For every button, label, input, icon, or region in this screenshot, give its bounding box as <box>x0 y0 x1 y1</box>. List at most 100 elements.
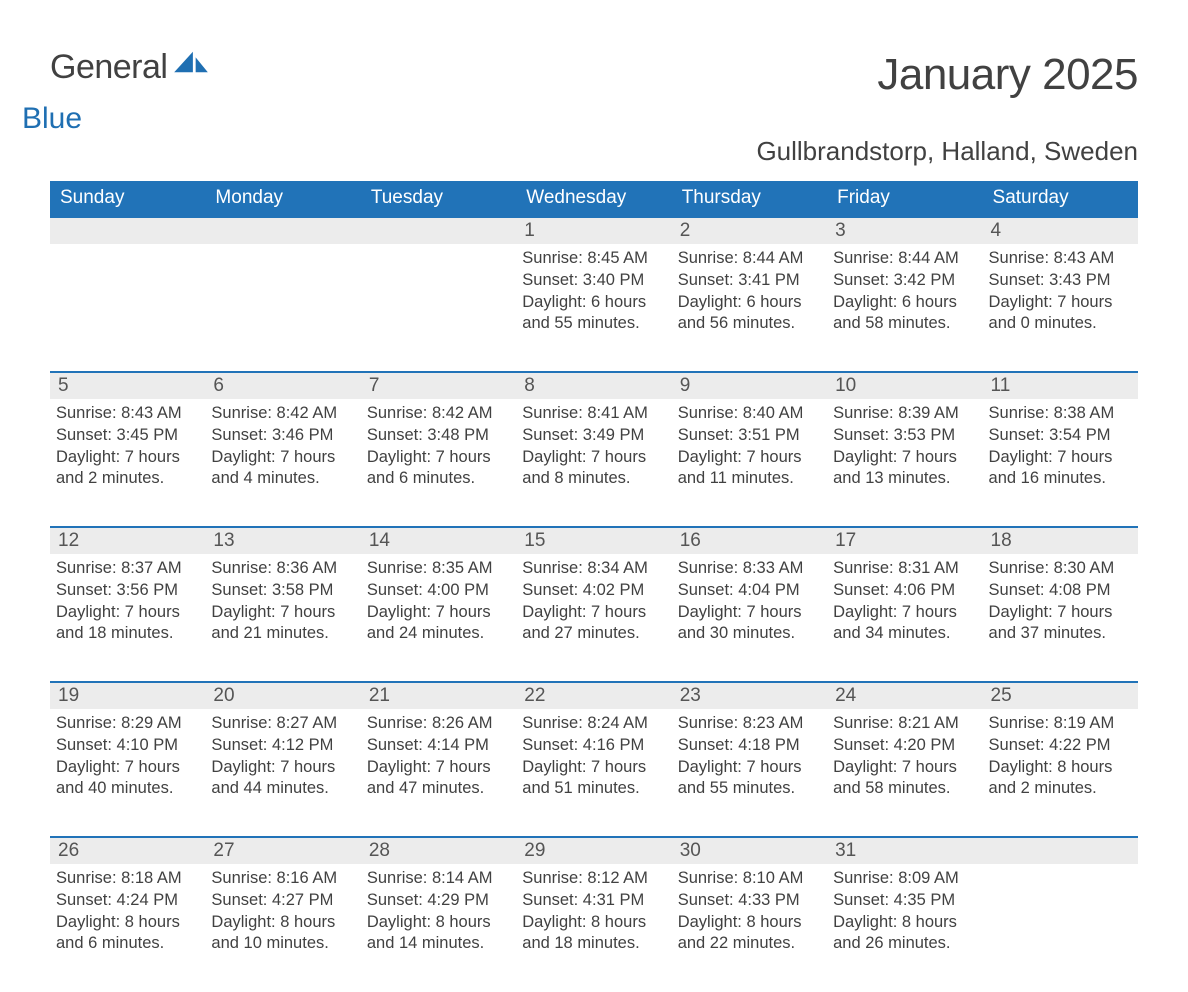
day-content-cell: Sunrise: 8:40 AMSunset: 3:51 PMDaylight:… <box>672 399 827 527</box>
day-content-cell: Sunrise: 8:43 AMSunset: 3:45 PMDaylight:… <box>50 399 205 527</box>
day-sunrise: Sunrise: 8:27 AM <box>211 713 354 735</box>
day-d1: Daylight: 6 hours <box>522 292 665 314</box>
day-sunset: Sunset: 3:56 PM <box>56 580 199 602</box>
day-content-cell: Sunrise: 8:44 AMSunset: 3:41 PMDaylight:… <box>672 244 827 372</box>
content-row: Sunrise: 8:43 AMSunset: 3:45 PMDaylight:… <box>50 399 1138 527</box>
day-number-cell: 29 <box>516 837 671 864</box>
day-d1: Daylight: 7 hours <box>678 757 821 779</box>
day-number-cell: 19 <box>50 682 205 709</box>
logo-blue-text: Blue <box>22 102 82 136</box>
day-number-cell: 21 <box>361 682 516 709</box>
day-number-cell: 12 <box>50 527 205 554</box>
day-content-cell: Sunrise: 8:30 AMSunset: 4:08 PMDaylight:… <box>983 554 1138 682</box>
day-d1: Daylight: 7 hours <box>989 447 1132 469</box>
day-d1: Daylight: 7 hours <box>56 447 199 469</box>
day-d2: and 47 minutes. <box>367 778 510 800</box>
day-d2: and 22 minutes. <box>678 933 821 955</box>
daynum-row: 262728293031 <box>50 837 1138 864</box>
day-sunset: Sunset: 4:18 PM <box>678 735 821 757</box>
day-d1: Daylight: 6 hours <box>678 292 821 314</box>
location-label: Gullbrandstorp, Halland, Sweden <box>50 136 1138 167</box>
day-content-cell: Sunrise: 8:26 AMSunset: 4:14 PMDaylight:… <box>361 709 516 837</box>
day-sunset: Sunset: 4:20 PM <box>833 735 976 757</box>
weekday-header: Monday <box>205 181 360 217</box>
day-content-cell: Sunrise: 8:24 AMSunset: 4:16 PMDaylight:… <box>516 709 671 837</box>
day-sunrise: Sunrise: 8:41 AM <box>522 403 665 425</box>
logo-sail-icon <box>172 48 210 76</box>
day-sunset: Sunset: 3:51 PM <box>678 425 821 447</box>
weekday-header: Sunday <box>50 181 205 217</box>
day-number-cell: 18 <box>983 527 1138 554</box>
day-d2: and 14 minutes. <box>367 933 510 955</box>
day-sunrise: Sunrise: 8:21 AM <box>833 713 976 735</box>
day-d2: and 0 minutes. <box>989 313 1132 335</box>
day-sunrise: Sunrise: 8:10 AM <box>678 868 821 890</box>
day-content-cell <box>983 864 1138 992</box>
day-sunrise: Sunrise: 8:33 AM <box>678 558 821 580</box>
day-sunrise: Sunrise: 8:23 AM <box>678 713 821 735</box>
day-number-cell: 6 <box>205 372 360 399</box>
day-sunset: Sunset: 4:02 PM <box>522 580 665 602</box>
day-number-cell: 2 <box>672 217 827 244</box>
logo-gray-text: General <box>50 48 167 86</box>
day-sunset: Sunset: 3:58 PM <box>211 580 354 602</box>
day-sunrise: Sunrise: 8:24 AM <box>522 713 665 735</box>
day-number-cell: 9 <box>672 372 827 399</box>
day-number-cell: 31 <box>827 837 982 864</box>
day-content-cell: Sunrise: 8:43 AMSunset: 3:43 PMDaylight:… <box>983 244 1138 372</box>
day-d2: and 13 minutes. <box>833 468 976 490</box>
day-d1: Daylight: 7 hours <box>833 447 976 469</box>
day-sunset: Sunset: 3:54 PM <box>989 425 1132 447</box>
day-content-cell: Sunrise: 8:29 AMSunset: 4:10 PMDaylight:… <box>50 709 205 837</box>
day-d2: and 2 minutes. <box>56 468 199 490</box>
day-sunset: Sunset: 4:00 PM <box>367 580 510 602</box>
day-content-cell: Sunrise: 8:45 AMSunset: 3:40 PMDaylight:… <box>516 244 671 372</box>
day-number-cell: 28 <box>361 837 516 864</box>
day-number-cell: 11 <box>983 372 1138 399</box>
day-sunset: Sunset: 4:29 PM <box>367 890 510 912</box>
day-number-cell: 25 <box>983 682 1138 709</box>
day-d1: Daylight: 7 hours <box>56 757 199 779</box>
day-number-cell: 23 <box>672 682 827 709</box>
month-title: January 2025 <box>877 50 1138 100</box>
day-d2: and 58 minutes. <box>833 313 976 335</box>
day-content-cell: Sunrise: 8:38 AMSunset: 3:54 PMDaylight:… <box>983 399 1138 527</box>
weekday-header-row: SundayMondayTuesdayWednesdayThursdayFrid… <box>50 181 1138 217</box>
day-sunrise: Sunrise: 8:44 AM <box>833 248 976 270</box>
daynum-row: 12131415161718 <box>50 527 1138 554</box>
day-d2: and 56 minutes. <box>678 313 821 335</box>
day-d1: Daylight: 8 hours <box>833 912 976 934</box>
day-sunrise: Sunrise: 8:31 AM <box>833 558 976 580</box>
day-number-cell <box>50 217 205 244</box>
day-d1: Daylight: 7 hours <box>678 447 821 469</box>
daynum-row: 1234 <box>50 217 1138 244</box>
day-d1: Daylight: 7 hours <box>522 602 665 624</box>
day-sunrise: Sunrise: 8:40 AM <box>678 403 821 425</box>
day-d2: and 26 minutes. <box>833 933 976 955</box>
day-content-cell: Sunrise: 8:19 AMSunset: 4:22 PMDaylight:… <box>983 709 1138 837</box>
day-number-cell: 7 <box>361 372 516 399</box>
day-number-cell: 4 <box>983 217 1138 244</box>
day-sunrise: Sunrise: 8:43 AM <box>56 403 199 425</box>
content-row: Sunrise: 8:37 AMSunset: 3:56 PMDaylight:… <box>50 554 1138 682</box>
day-number-cell: 5 <box>50 372 205 399</box>
day-d2: and 6 minutes. <box>367 468 510 490</box>
day-d2: and 27 minutes. <box>522 623 665 645</box>
day-sunrise: Sunrise: 8:18 AM <box>56 868 199 890</box>
day-d2: and 18 minutes. <box>56 623 199 645</box>
day-content-cell: Sunrise: 8:12 AMSunset: 4:31 PMDaylight:… <box>516 864 671 992</box>
day-sunrise: Sunrise: 8:37 AM <box>56 558 199 580</box>
day-d1: Daylight: 8 hours <box>56 912 199 934</box>
day-d1: Daylight: 7 hours <box>56 602 199 624</box>
day-d1: Daylight: 7 hours <box>367 757 510 779</box>
header: General Blue January 2025 <box>50 50 1138 118</box>
weekday-header: Wednesday <box>516 181 671 217</box>
day-number-cell: 10 <box>827 372 982 399</box>
day-sunset: Sunset: 4:14 PM <box>367 735 510 757</box>
day-number-cell: 8 <box>516 372 671 399</box>
day-sunset: Sunset: 4:35 PM <box>833 890 976 912</box>
day-d2: and 8 minutes. <box>522 468 665 490</box>
day-sunrise: Sunrise: 8:29 AM <box>56 713 199 735</box>
content-row: Sunrise: 8:45 AMSunset: 3:40 PMDaylight:… <box>50 244 1138 372</box>
day-sunrise: Sunrise: 8:44 AM <box>678 248 821 270</box>
